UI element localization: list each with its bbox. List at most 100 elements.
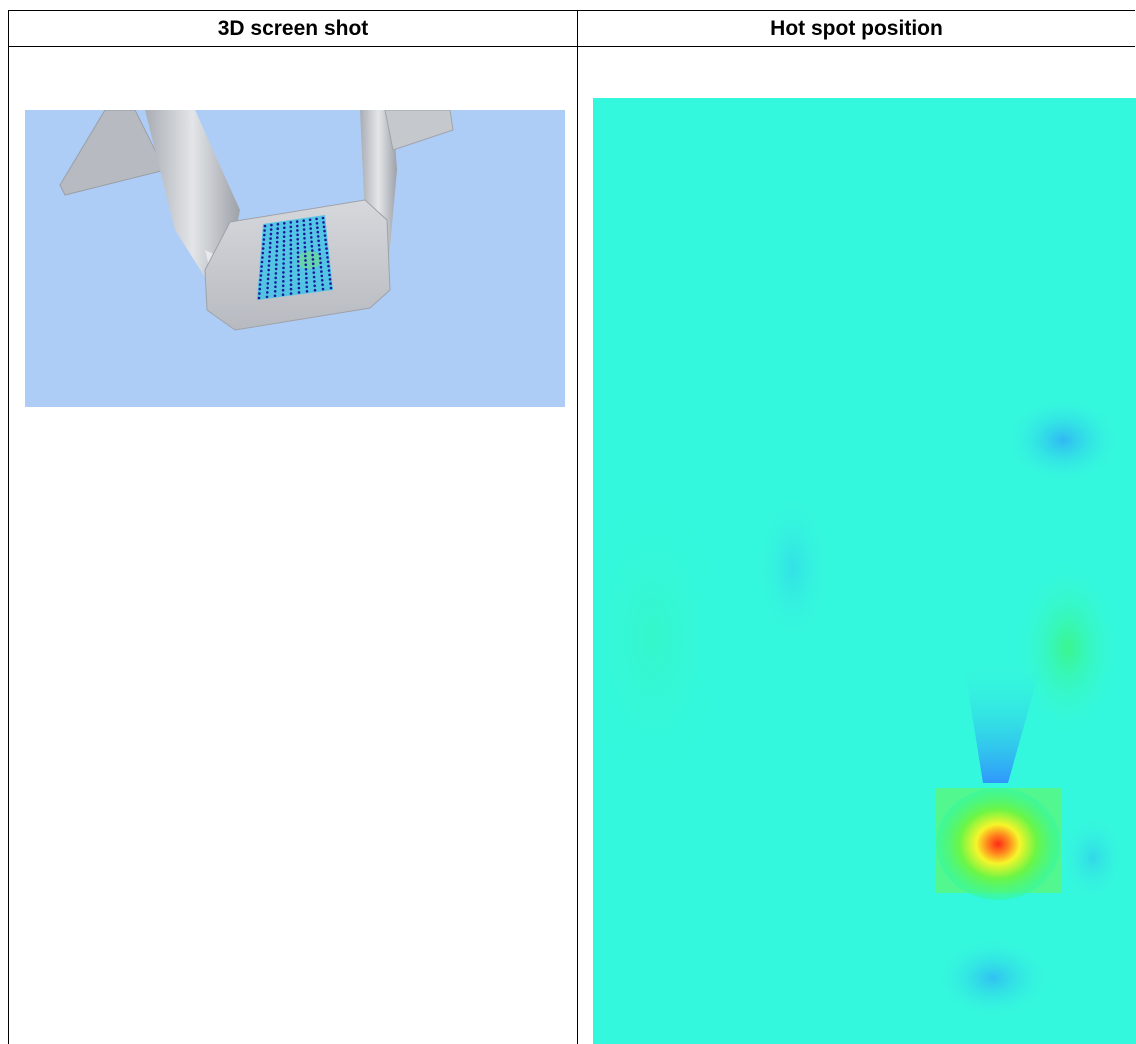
sensor-dot	[296, 251, 300, 254]
sensor-dot	[289, 283, 293, 286]
sensor-dot	[310, 240, 313, 244]
sensor-dot	[303, 245, 307, 249]
sensor-dot	[258, 292, 261, 295]
sensor-dot	[260, 260, 264, 264]
sensor-dot	[309, 227, 313, 230]
sensor-dot	[282, 235, 286, 238]
sensor-dot	[289, 278, 293, 282]
cool-spot-mid	[753, 488, 833, 648]
sensor-dot	[315, 222, 319, 225]
sensor-dot	[305, 290, 309, 293]
sensor-dot	[268, 246, 272, 249]
table-header-divider	[8, 46, 1135, 47]
sensor-dot	[296, 255, 300, 259]
cool-spot-lower	[933, 936, 1053, 1020]
sensor-dot	[304, 259, 307, 262]
sensor-dot	[282, 248, 286, 252]
sensor-dot	[312, 266, 315, 270]
comparison-table: 3D screen shot Hot spot position	[8, 10, 1135, 1044]
sensor-dot	[302, 223, 306, 227]
sensor-dot	[289, 234, 293, 238]
sensor-dot	[275, 263, 278, 266]
sensor-dot	[282, 239, 286, 243]
sensor-dot	[270, 223, 273, 227]
sensor-dot	[289, 287, 293, 291]
sensor-dot	[282, 244, 286, 247]
sensor-dot	[302, 228, 306, 231]
sensor-dot	[318, 248, 321, 251]
sensor-dot	[262, 242, 265, 246]
sensor-dot	[324, 238, 327, 242]
column-header-hot-spot-position: Hot spot position	[770, 16, 943, 40]
sensor-dot	[322, 225, 326, 229]
sensor-dot	[297, 291, 301, 294]
sensor-dot	[260, 265, 263, 268]
sensor-dot	[310, 236, 313, 239]
sensor-dot	[297, 264, 300, 268]
faint-green-left	[593, 478, 733, 798]
sensor-dot	[312, 275, 316, 279]
table-top-border	[8, 10, 1135, 11]
sensor-dot	[267, 273, 270, 276]
sensor-dot	[304, 268, 308, 271]
cool-spot-upper	[1003, 395, 1123, 485]
sensor-dot	[262, 238, 266, 241]
sensor-dot	[276, 227, 279, 230]
sensor-dot	[328, 273, 331, 277]
sensor-dot	[296, 242, 300, 245]
green-spot	[1013, 558, 1123, 738]
right-fin	[384, 110, 454, 151]
sensor-dot	[268, 250, 272, 254]
sensor-dot	[269, 241, 272, 245]
sensor-dot	[296, 238, 300, 241]
sensor-dot	[281, 288, 285, 292]
sensor-dot	[297, 269, 300, 272]
sensor-dot	[305, 281, 308, 284]
3d-screenshot-image	[25, 110, 565, 407]
cool-spot-right	[1058, 813, 1128, 903]
sensor-dot	[261, 247, 265, 250]
sensor-dot	[260, 269, 263, 273]
sensor-dot	[282, 231, 286, 234]
sensor-dot	[322, 221, 325, 224]
sensor-dot	[326, 260, 330, 264]
sensor-dot	[289, 256, 293, 260]
sensor-dot	[297, 286, 301, 290]
sensor-dot	[304, 254, 307, 258]
sensor-dot	[266, 282, 270, 285]
sensor-dot	[320, 279, 324, 282]
sensor-dot	[313, 284, 317, 288]
sensor-dot	[282, 271, 285, 274]
sensor-dot	[297, 273, 300, 276]
sensor-dot	[303, 237, 306, 240]
sensor-dot	[274, 276, 277, 280]
sensor-dot	[261, 256, 264, 259]
sensor-dot	[266, 277, 270, 281]
sensor-dot	[289, 261, 293, 264]
sensor-dot	[263, 224, 267, 228]
sensor-dot	[289, 252, 293, 255]
sensor-dot	[289, 230, 293, 233]
sensor-dot	[257, 296, 261, 300]
sensor-dot	[289, 274, 293, 278]
sensor-dot	[282, 257, 286, 261]
left-arm	[145, 110, 240, 285]
sensor-dot	[276, 236, 279, 239]
sensor-dot	[310, 244, 314, 248]
sensor-dot	[296, 229, 299, 232]
sensor-dot	[320, 270, 323, 273]
sensor-dot	[313, 288, 317, 292]
sensor-dot	[312, 271, 316, 274]
sensor-dot	[275, 258, 278, 262]
sensor-dot	[266, 286, 269, 290]
sensor-dot	[269, 237, 272, 240]
sensor-dot	[323, 234, 327, 237]
sensor-dot	[274, 267, 278, 271]
sensor-dot	[273, 290, 277, 293]
sensor-dot	[296, 224, 299, 228]
sensor-dot	[316, 235, 320, 238]
sensor-dot	[316, 230, 320, 234]
sensor-dot	[302, 219, 306, 222]
sensor-dot-grid	[257, 216, 333, 300]
sensor-dot	[289, 292, 293, 295]
